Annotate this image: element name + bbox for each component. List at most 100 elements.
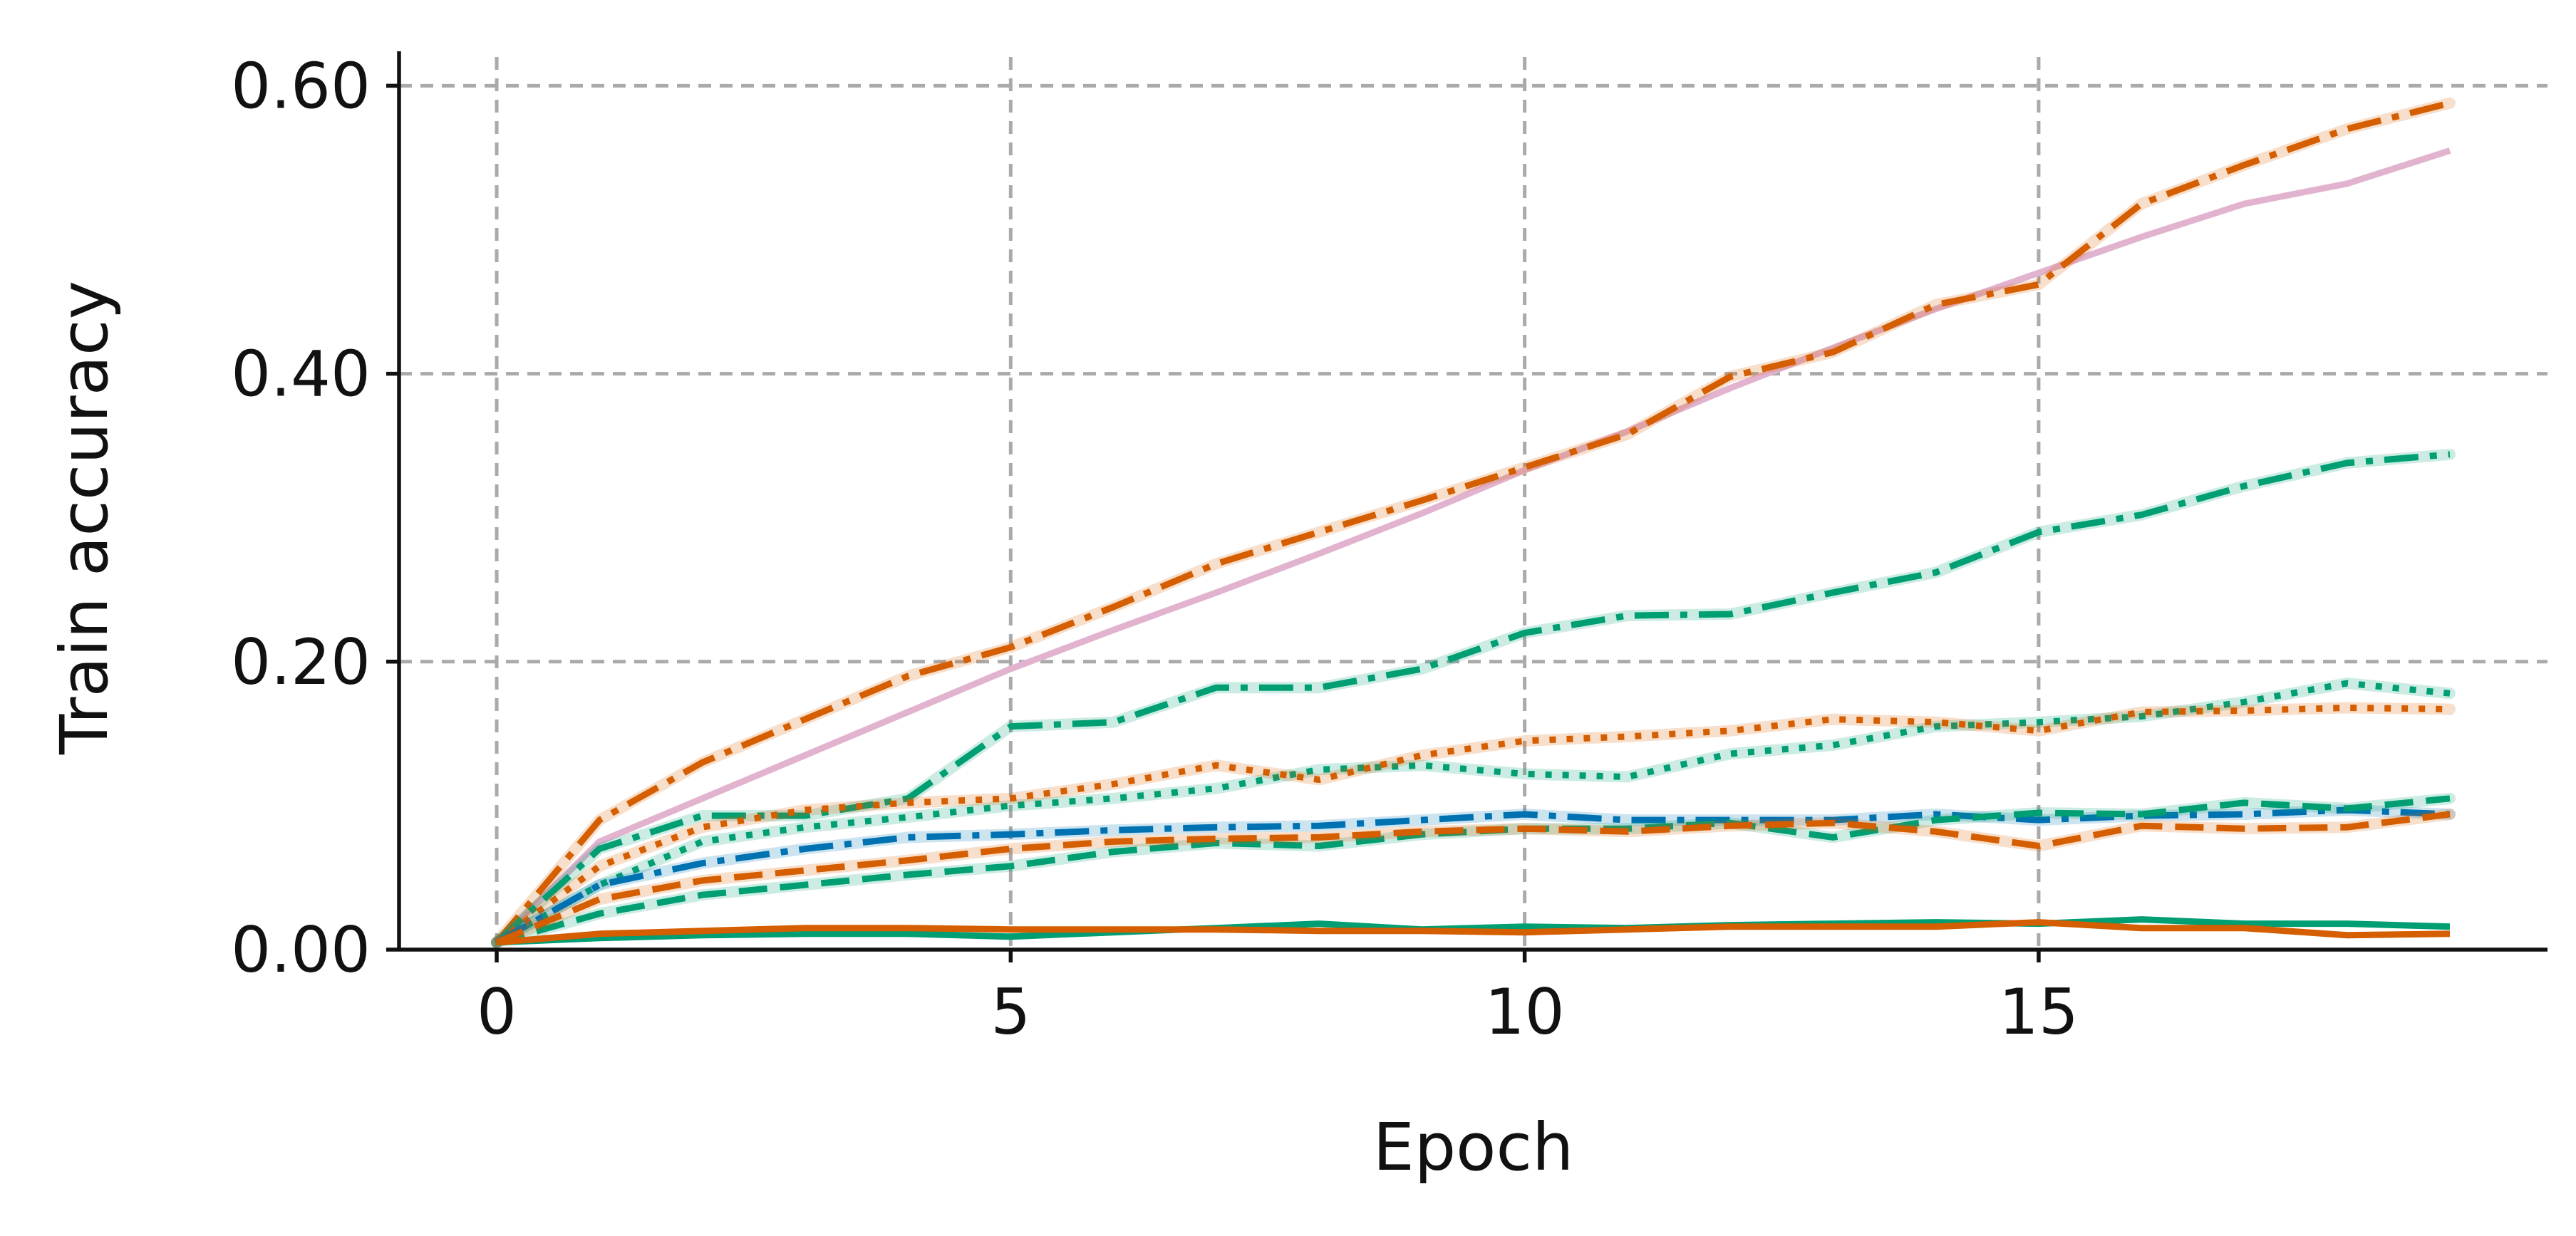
data-point — [2345, 806, 2349, 810]
data-point — [906, 816, 910, 819]
ticks-layer: 0 5 10 15 0.00 0.20 0.40 0.60 — [231, 49, 2079, 1049]
data-point — [1112, 628, 1115, 632]
data-point — [906, 836, 910, 839]
data-point — [2243, 163, 2246, 167]
data-point — [598, 932, 601, 935]
data-point — [1112, 829, 1115, 832]
data-point — [2037, 920, 2040, 924]
data-point — [2243, 202, 2246, 206]
data-point — [1831, 821, 1835, 825]
data-point — [2243, 813, 2246, 816]
data-point — [2448, 925, 2451, 928]
data-point — [2448, 707, 2451, 711]
data-point — [1523, 813, 1526, 816]
series-group — [495, 919, 2451, 946]
data-point — [1934, 819, 1938, 822]
data-point — [1625, 432, 1629, 436]
data-point — [2037, 271, 2040, 275]
data-point — [1625, 819, 1629, 822]
data-point — [1214, 837, 1218, 841]
data-point — [700, 761, 704, 764]
series-group — [491, 677, 2456, 948]
data-point — [906, 675, 910, 678]
y-tick-label: 0.60 — [231, 49, 371, 123]
data-point — [495, 940, 499, 944]
data-point — [1934, 571, 1938, 574]
data-point — [2243, 700, 2246, 704]
axes-layer — [397, 51, 2547, 952]
y-tick-label: 0.20 — [231, 625, 371, 699]
data-point — [700, 796, 704, 800]
data-point — [700, 893, 704, 897]
data-point — [1831, 591, 1835, 594]
data-point — [1214, 786, 1218, 790]
grid-layer — [399, 57, 2547, 950]
data-point — [1729, 386, 1732, 390]
data-point — [1112, 796, 1115, 800]
series-line — [494, 147, 2451, 945]
series-group — [491, 792, 2456, 948]
data-point — [906, 858, 910, 862]
data-point — [1112, 720, 1115, 724]
x-tick-label: 15 — [1999, 975, 2079, 1049]
data-point — [2448, 813, 2451, 816]
data-point — [2037, 530, 2040, 534]
data-point — [2448, 692, 2451, 695]
data-point — [1318, 824, 1321, 828]
data-point — [1112, 782, 1115, 786]
data-point — [1420, 754, 1424, 757]
series-line — [494, 100, 2451, 945]
data-point — [2345, 826, 2349, 829]
data-point — [1009, 645, 1013, 649]
data-point — [2448, 101, 2451, 105]
data-point — [2345, 182, 2349, 185]
data-point — [1420, 511, 1424, 515]
data-point — [1523, 772, 1526, 776]
data-point — [598, 847, 601, 851]
data-point — [1934, 303, 1938, 306]
data-point — [2140, 235, 2143, 239]
data-point — [700, 929, 704, 933]
data-point — [1318, 836, 1321, 839]
series-group — [491, 809, 2456, 948]
series-line — [495, 795, 2451, 946]
data-point — [700, 878, 704, 882]
data-point — [2037, 729, 2040, 732]
data-point — [2140, 926, 2143, 930]
series-line — [495, 680, 2451, 945]
data-point — [1214, 591, 1218, 594]
data-point — [1729, 752, 1732, 756]
data-point — [2037, 819, 2040, 822]
data-point — [1112, 840, 1115, 843]
data-point — [1523, 930, 1526, 934]
data-point — [803, 826, 807, 829]
data-point — [700, 814, 704, 818]
data-point — [1625, 775, 1629, 779]
data-point — [1625, 614, 1629, 618]
data-point — [700, 826, 704, 829]
data-point — [2345, 128, 2349, 131]
data-point — [1009, 935, 1013, 938]
series-group — [494, 147, 2451, 945]
data-point — [1009, 847, 1013, 851]
data-point — [1523, 631, 1526, 635]
data-point — [1729, 729, 1732, 732]
data-point — [1831, 717, 1835, 721]
data-point — [2140, 824, 2143, 828]
data-point — [2037, 811, 2040, 815]
data-point — [598, 864, 601, 868]
data-point — [1009, 667, 1013, 670]
data-point — [1420, 819, 1424, 822]
data-point — [1934, 720, 1938, 724]
data-point — [803, 868, 807, 872]
data-point — [2448, 796, 2451, 800]
data-point — [598, 883, 601, 887]
x-tick-label: 0 — [477, 975, 517, 1049]
data-point — [2448, 149, 2451, 152]
data-point — [1729, 925, 1732, 928]
data-point — [1420, 764, 1424, 767]
data-point — [2037, 283, 2040, 286]
series-line — [494, 451, 2451, 945]
data-point — [803, 847, 807, 851]
